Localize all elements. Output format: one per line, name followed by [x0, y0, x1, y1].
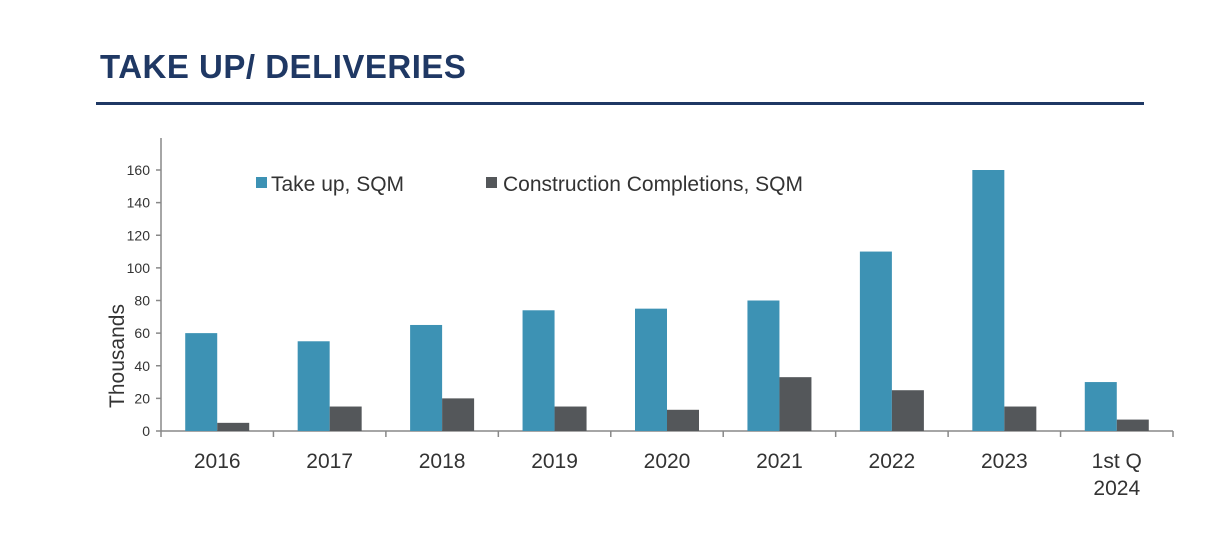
bar-take-up: [185, 333, 218, 431]
bar-construction-completions: [329, 406, 362, 431]
y-tick-label: 100: [127, 260, 151, 276]
x-tick-label: 2017: [306, 450, 353, 473]
bar-take-up: [410, 324, 443, 431]
y-tick-label: 20: [134, 390, 150, 406]
title-underline: [96, 102, 1144, 105]
x-tick-label: 2021: [756, 450, 803, 473]
legend-swatch-take-up: [256, 177, 267, 188]
legend-swatch-construction-completions: [486, 177, 497, 188]
bar-construction-completions: [779, 377, 812, 431]
bar-construction-completions: [1116, 419, 1149, 431]
x-tick-label: 2018: [419, 450, 466, 473]
x-tick-label: 2020: [644, 450, 691, 473]
bar-take-up: [297, 341, 330, 431]
y-axis-title: Thousands: [106, 304, 129, 408]
bar-construction-completions: [442, 398, 475, 431]
bar-take-up: [635, 308, 667, 431]
y-tick-label: 0: [142, 423, 150, 439]
bar-construction-completions: [554, 406, 587, 431]
bar-construction-completions: [891, 390, 924, 431]
x-tick-label: 2024: [1093, 477, 1140, 500]
bar-take-up: [859, 251, 892, 431]
x-tick-label: 2022: [869, 450, 916, 473]
y-tick-label: 160: [127, 162, 151, 178]
bar-construction-completions: [217, 422, 250, 431]
x-tick-label: 2016: [194, 450, 241, 473]
bar-construction-completions: [1004, 406, 1037, 431]
y-tick-label: 80: [134, 293, 150, 309]
x-tick-label: 2023: [981, 450, 1028, 473]
bar-take-up: [972, 170, 1005, 431]
legend-label-construction-completions: Construction Completions, SQM: [503, 173, 803, 196]
y-tick-label: 140: [127, 195, 151, 211]
legend-label-take-up: Take up, SQM: [271, 173, 404, 196]
bar-construction-completions: [667, 409, 699, 431]
bar-take-up: [1084, 382, 1117, 431]
page-title: TAKE UP/ DELIVERIES: [100, 48, 467, 85]
x-tick-label: 2019: [531, 450, 578, 473]
bar-take-up: [747, 300, 780, 431]
y-tick-label: 120: [127, 227, 151, 243]
x-tick-label: 1st Q: [1092, 450, 1142, 473]
y-tick-label: 40: [134, 358, 150, 374]
y-tick-label: 60: [134, 325, 150, 341]
bar-take-up: [522, 310, 555, 431]
